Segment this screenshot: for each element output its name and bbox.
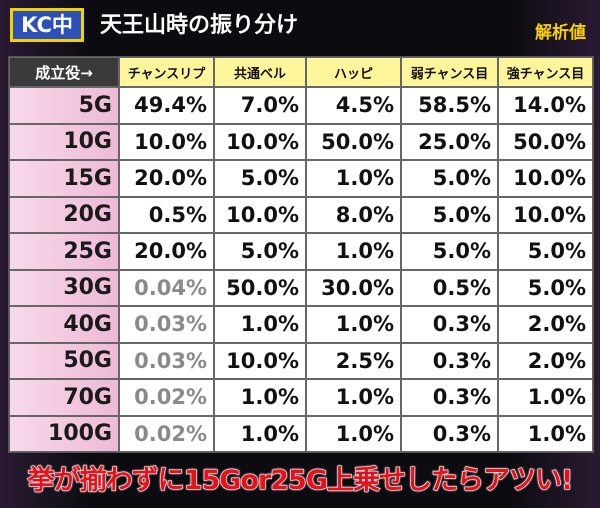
corner-header: 成立役→: [9, 57, 119, 87]
title: 天王山時の振り分け: [100, 13, 299, 38]
table-cell: 1.0%: [306, 306, 401, 343]
table-cell: 10.0%: [498, 160, 593, 197]
table-cell: 5.0%: [401, 160, 498, 197]
table-cell: 0.02%: [119, 379, 214, 416]
column-header: チャンスリプ: [119, 57, 214, 87]
table-cell: 0.04%: [119, 269, 214, 306]
table-cell: 1.0%: [498, 415, 593, 452]
table-cell: 50.0%: [498, 123, 593, 160]
table-cell: 1.0%: [498, 379, 593, 416]
row-header: 10G: [9, 123, 119, 160]
table-cell: 20.0%: [119, 233, 214, 270]
table-cell: 5.0%: [401, 196, 498, 233]
table-cell: 7.0%: [214, 87, 306, 124]
table-cell: 10.0%: [214, 196, 306, 233]
table-cell: 2.5%: [306, 342, 401, 379]
table-cell: 1.0%: [306, 415, 401, 452]
row-header: 100G: [9, 415, 119, 452]
table-cell: 4.5%: [306, 87, 401, 124]
table-cell: 0.03%: [119, 306, 214, 343]
table-cell: 5.0%: [498, 233, 593, 270]
table-cell: 1.0%: [214, 379, 306, 416]
table-cell: 1.0%: [306, 160, 401, 197]
row-header: 30G: [9, 269, 119, 306]
table-cell: 0.3%: [401, 415, 498, 452]
note: 解析値: [535, 23, 586, 43]
table-cell: 50.0%: [306, 123, 401, 160]
column-header: 弱チャンス目: [401, 57, 498, 87]
table-cell: 10.0%: [498, 196, 593, 233]
table-cell: 5.0%: [214, 160, 306, 197]
table-cell: 8.0%: [306, 196, 401, 233]
table-cell: 10.0%: [214, 342, 306, 379]
table-cell: 1.0%: [306, 379, 401, 416]
table-cell: 0.03%: [119, 342, 214, 379]
row-header: 20G: [9, 196, 119, 233]
table-cell: 20.0%: [119, 160, 214, 197]
table-cell: 25.0%: [401, 123, 498, 160]
table-cell: 14.0%: [498, 87, 593, 124]
column-header: 共通ベル: [214, 57, 306, 87]
table-cell: 0.3%: [401, 342, 498, 379]
column-header: 強チャンス目: [498, 57, 593, 87]
table-cell: 0.3%: [401, 306, 498, 343]
table-cell: 5.0%: [214, 233, 306, 270]
footer-banner: 挙が揃わずに15Gor25G上乗せしたらアツい!: [27, 465, 574, 497]
table-cell: 49.4%: [119, 87, 214, 124]
table-cell: 5.0%: [401, 233, 498, 270]
table-cell: 0.5%: [119, 196, 214, 233]
row-header: 15G: [9, 160, 119, 197]
table-cell: 1.0%: [214, 415, 306, 452]
table-cell: 1.0%: [214, 306, 306, 343]
table-cell: 58.5%: [401, 87, 498, 124]
table-cell: 0.3%: [401, 379, 498, 416]
badge: KC中: [10, 8, 84, 42]
row-header: 25G: [9, 233, 119, 270]
table-cell: 10.0%: [119, 123, 214, 160]
row-header: 5G: [9, 87, 119, 124]
row-header: 50G: [9, 342, 119, 379]
table-cell: 2.0%: [498, 342, 593, 379]
table-cell: 1.0%: [306, 233, 401, 270]
table: 成立役→ チャンスリプ 共通ベル ハッピ 弱チャンス目 強チャンス目 5G 49.4% 7.0…: [8, 56, 594, 453]
row-header: 70G: [9, 379, 119, 416]
table-cell: 50.0%: [214, 269, 306, 306]
row-header: 40G: [9, 306, 119, 343]
table-cell: 5.0%: [498, 269, 593, 306]
column-header: ハッピ: [306, 57, 401, 87]
table-cell: 0.5%: [401, 269, 498, 306]
table-cell: 10.0%: [214, 123, 306, 160]
table-cell: 0.02%: [119, 415, 214, 452]
table-cell: 2.0%: [498, 306, 593, 343]
table-cell: 30.0%: [306, 269, 401, 306]
